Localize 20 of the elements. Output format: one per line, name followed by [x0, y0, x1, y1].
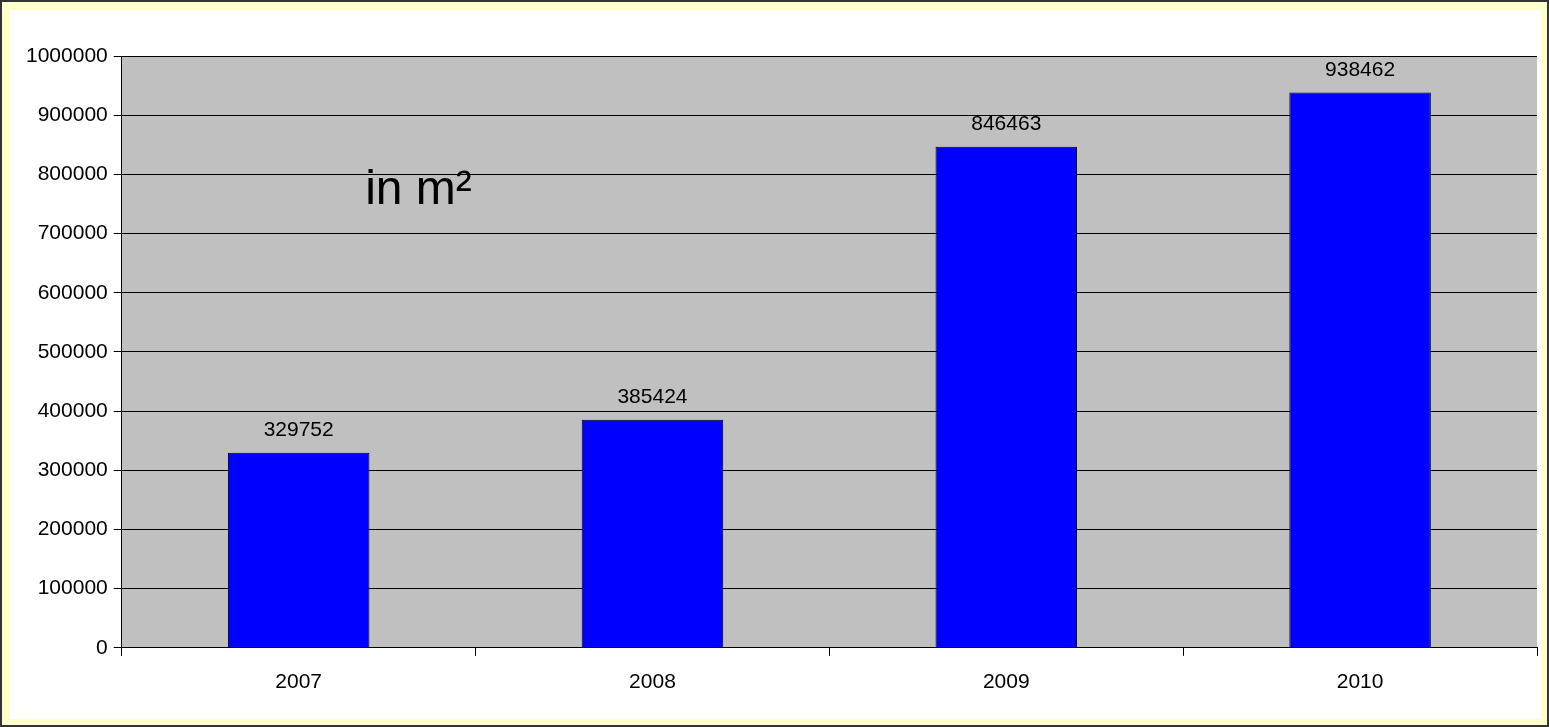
data-label: 329752 [263, 416, 334, 440]
y-tick-label: 600000 [37, 279, 108, 303]
x-tick-label: 2008 [629, 669, 676, 693]
y-tick-label: 1000000 [25, 42, 108, 66]
y-tick-label: 200000 [37, 516, 108, 540]
y-tick-label: 0 [96, 634, 108, 658]
x-tick-label: 2007 [275, 669, 323, 693]
x-tick-label: 2010 [1336, 669, 1384, 693]
y-tick-label: 100000 [37, 575, 108, 599]
x-tick-label: 2009 [982, 669, 1030, 693]
data-label: 385424 [617, 384, 688, 407]
data-label: 938462 [1325, 56, 1396, 80]
y-tick-label: 800000 [37, 161, 108, 185]
data-label: 846463 [971, 111, 1042, 135]
y-tick-label: 300000 [37, 457, 108, 481]
y-tick-label: 900000 [37, 101, 108, 125]
annotation: in m² [365, 160, 472, 214]
y-tick-label: 400000 [37, 397, 108, 421]
y-tick-label: 700000 [37, 220, 108, 244]
y-tick-label: 500000 [37, 338, 108, 362]
